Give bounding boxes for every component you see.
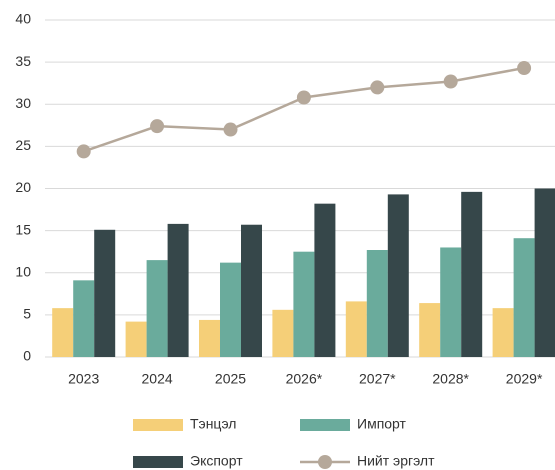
bar <box>146 260 168 357</box>
bar <box>492 308 514 357</box>
x-tick-label: 2025 <box>215 371 246 387</box>
bar <box>125 321 147 357</box>
legend-label: Экспорт <box>190 453 243 469</box>
legend-swatch <box>133 419 183 431</box>
bar <box>366 250 388 357</box>
x-tick-label: 2026* <box>286 371 323 387</box>
y-tick-label: 35 <box>15 53 31 69</box>
legend-label: Нийт эргэлт <box>357 453 435 469</box>
y-tick-label: 15 <box>15 221 31 237</box>
x-tick-label: 2027* <box>359 371 396 387</box>
point <box>223 122 238 137</box>
bar <box>513 238 535 357</box>
y-tick-label: 20 <box>15 179 31 195</box>
legend-swatch <box>300 419 350 431</box>
point <box>370 80 385 95</box>
bar <box>534 188 555 357</box>
legend-label: Импорт <box>357 416 407 432</box>
point <box>76 144 91 159</box>
bar <box>220 262 241 357</box>
y-tick-label: 30 <box>15 95 31 111</box>
bar <box>387 194 409 357</box>
point <box>150 119 165 134</box>
bar <box>73 280 95 357</box>
bar <box>440 247 462 357</box>
legend-swatch <box>318 455 332 469</box>
x-tick-label: 2023 <box>68 371 99 387</box>
point <box>296 90 311 105</box>
bar <box>167 223 189 357</box>
y-tick-label: 25 <box>15 137 31 153</box>
x-tick-label: 2024 <box>142 371 173 387</box>
bar <box>241 224 262 357</box>
legend-label: Тэнцэл <box>190 416 236 432</box>
bar <box>419 303 441 357</box>
legend-swatch <box>133 456 183 468</box>
bar <box>52 308 74 357</box>
bar <box>199 319 220 357</box>
bar <box>314 203 336 357</box>
y-tick-label: 5 <box>23 306 31 322</box>
bar <box>272 309 294 357</box>
point <box>443 74 458 89</box>
y-tick-label: 0 <box>23 348 31 364</box>
bar <box>293 251 315 357</box>
bar <box>345 301 367 357</box>
y-tick-label: 10 <box>15 263 31 279</box>
bar <box>94 229 116 357</box>
x-tick-label: 2028* <box>432 371 469 387</box>
y-tick-label: 40 <box>15 11 31 27</box>
bar <box>461 191 483 357</box>
point <box>517 61 532 76</box>
x-tick-label: 2029* <box>506 371 543 387</box>
line <box>83 66 525 153</box>
